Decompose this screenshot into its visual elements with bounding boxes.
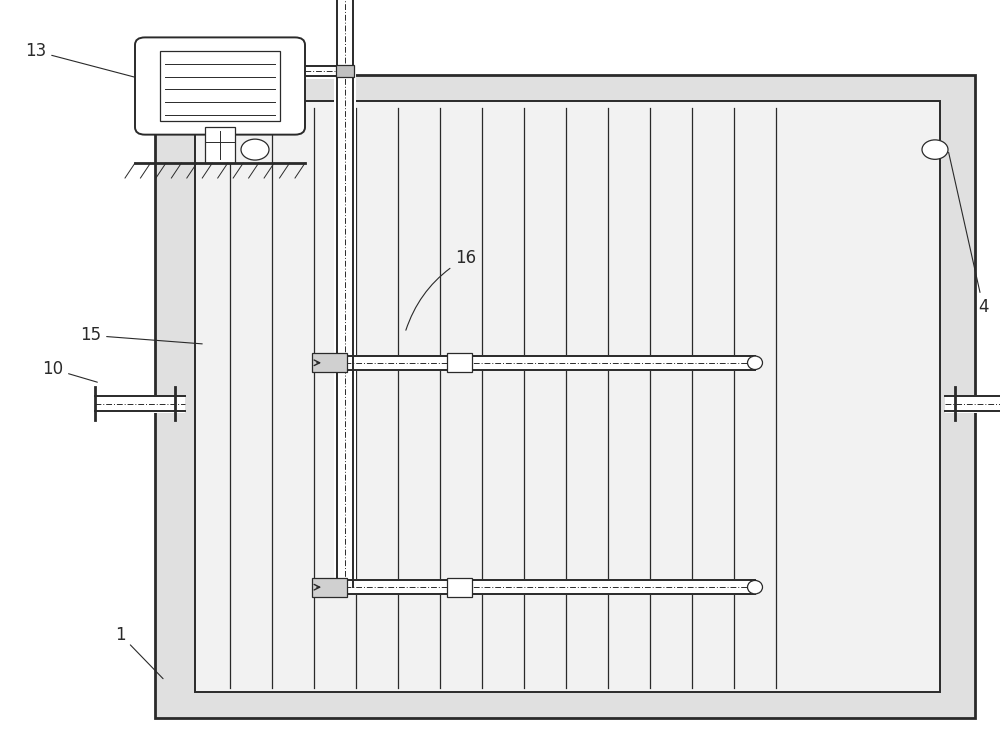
Bar — [336, 579, 756, 595]
Bar — [160, 51, 280, 121]
Bar — [205, 127, 235, 163]
Bar — [312, 577, 347, 597]
Text: 1: 1 — [115, 625, 163, 678]
Ellipse shape — [748, 580, 763, 594]
Bar — [230, 64, 345, 79]
Bar — [447, 353, 472, 372]
Bar — [334, 0, 356, 595]
Bar — [155, 75, 975, 718]
Circle shape — [241, 139, 269, 160]
Text: 15: 15 — [80, 326, 202, 344]
FancyBboxPatch shape — [135, 37, 305, 135]
Ellipse shape — [748, 356, 763, 370]
Text: 14: 14 — [0, 747, 1, 748]
Bar — [312, 353, 347, 372]
Bar — [195, 101, 940, 692]
Circle shape — [922, 140, 948, 159]
Text: 10: 10 — [42, 360, 97, 382]
Bar — [95, 395, 185, 413]
Bar — [945, 395, 1000, 413]
Bar — [336, 355, 756, 371]
Text: 13: 13 — [25, 42, 137, 78]
Bar — [447, 577, 472, 597]
Text: 16: 16 — [406, 249, 476, 330]
Text: 4: 4 — [949, 153, 988, 316]
Bar — [336, 65, 354, 77]
